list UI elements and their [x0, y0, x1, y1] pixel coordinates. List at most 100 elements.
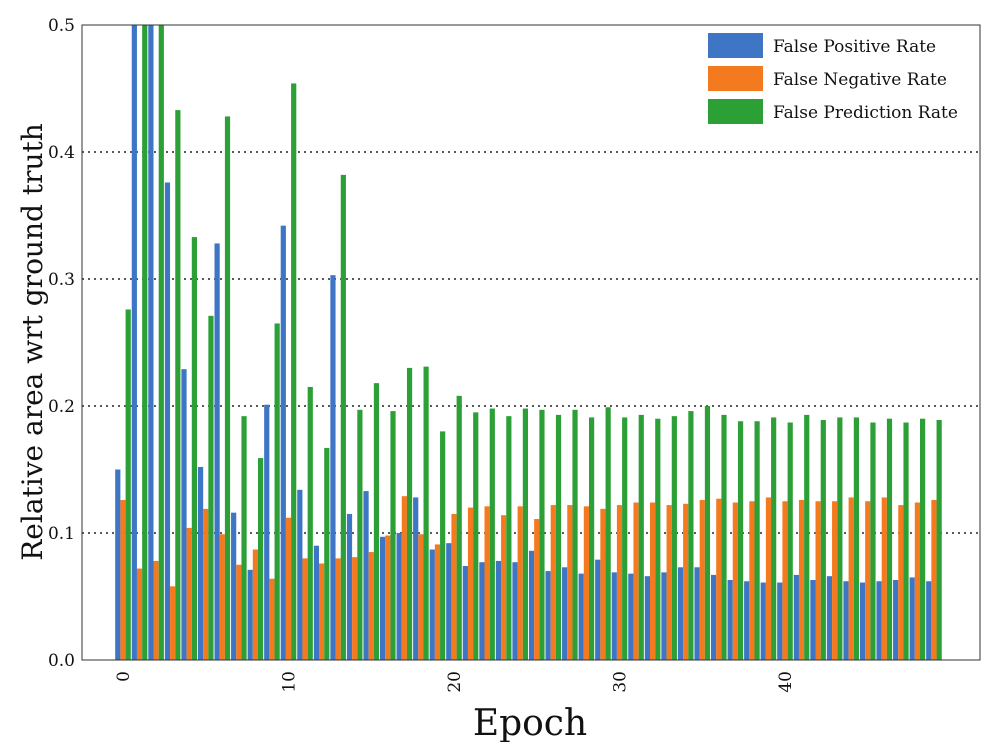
bar: [517, 506, 523, 660]
bar: [186, 527, 192, 660]
bar: [252, 549, 258, 660]
bar: [291, 83, 297, 661]
bar: [434, 544, 441, 660]
bar: [214, 243, 220, 660]
bar: [732, 502, 738, 660]
bar: [170, 586, 176, 660]
bar: [798, 499, 805, 660]
bar: [357, 409, 363, 660]
bar: [843, 581, 849, 660]
bar: [258, 458, 264, 660]
bar: [754, 421, 760, 660]
bar: [793, 574, 799, 660]
legend-label: False Prediction Rate: [773, 103, 958, 123]
bar: [815, 501, 821, 660]
x-tick-label: 30: [611, 671, 631, 693]
bar: [633, 502, 639, 660]
y-tick-label: 0.4: [48, 143, 75, 163]
bar: [737, 421, 744, 660]
bar: [197, 466, 204, 660]
bar: [330, 275, 336, 660]
bar: [423, 366, 429, 660]
bar: [528, 550, 535, 660]
bar: [484, 506, 490, 660]
bar: [876, 581, 882, 660]
bar: [429, 549, 435, 660]
bar: [456, 395, 462, 660]
bar: [893, 579, 899, 660]
bar: [247, 569, 253, 660]
legend-swatch: [708, 33, 763, 58]
bar: [346, 513, 353, 660]
bar: [352, 557, 358, 660]
bar: [677, 567, 684, 660]
bar: [853, 417, 859, 660]
bar: [413, 497, 419, 660]
bar: [661, 572, 667, 660]
bar: [164, 182, 171, 661]
bar: [390, 411, 396, 660]
bar: [837, 417, 843, 660]
bar: [506, 416, 512, 660]
bar: [522, 408, 528, 660]
bar: [231, 512, 237, 660]
bar: [451, 513, 457, 660]
y-tick-label: 0.0: [48, 651, 75, 671]
bar: [583, 506, 589, 660]
bar: [638, 414, 644, 660]
plot-frame: [81, 24, 981, 661]
bar: [914, 502, 920, 660]
bar: [909, 577, 915, 660]
bar: [865, 501, 871, 660]
bar: [616, 505, 623, 660]
bar: [832, 501, 838, 660]
bar: [859, 582, 866, 660]
bar: [274, 323, 280, 660]
bar: [396, 533, 402, 660]
bar: [324, 447, 330, 660]
x-tick-label: 20: [445, 671, 465, 693]
bar: [886, 418, 893, 660]
bar: [931, 499, 937, 660]
bar: [462, 566, 468, 660]
bar: [671, 416, 677, 660]
bar: [175, 110, 181, 661]
bar: [666, 505, 672, 660]
bar: [495, 560, 502, 660]
bar: [446, 543, 452, 660]
bar: [115, 469, 121, 660]
bar: [142, 25, 148, 660]
bar: [810, 579, 816, 660]
y-axis: 0.0 0.1 0.2 0.3 0.4 0.5: [48, 16, 75, 671]
bar: [418, 534, 424, 660]
bar: [319, 563, 325, 660]
bar: [727, 579, 733, 660]
x-tick-label: 10: [280, 671, 300, 693]
bar: [203, 508, 209, 660]
bar: [683, 503, 689, 660]
bar: [721, 414, 727, 660]
bar: [655, 418, 661, 660]
x-tick-label: 40: [776, 671, 796, 693]
bar: [920, 418, 926, 660]
bar: [191, 237, 197, 660]
x-tick-label: 0: [114, 671, 134, 682]
bar: [473, 412, 479, 660]
bar: [380, 536, 386, 660]
bar: [567, 505, 573, 660]
bar: [280, 225, 286, 660]
bar: [489, 408, 495, 660]
bar: [749, 501, 755, 660]
bar: [826, 576, 833, 660]
bar: [694, 567, 700, 660]
bar: [765, 497, 772, 660]
bar: [595, 559, 601, 660]
bar: [534, 519, 540, 660]
bar: [550, 505, 556, 660]
bar: [711, 574, 717, 660]
bar: [539, 409, 545, 660]
y-axis-title: Relative area wrt ground truth: [16, 123, 49, 561]
bar: [555, 414, 562, 660]
bar: [760, 582, 766, 660]
